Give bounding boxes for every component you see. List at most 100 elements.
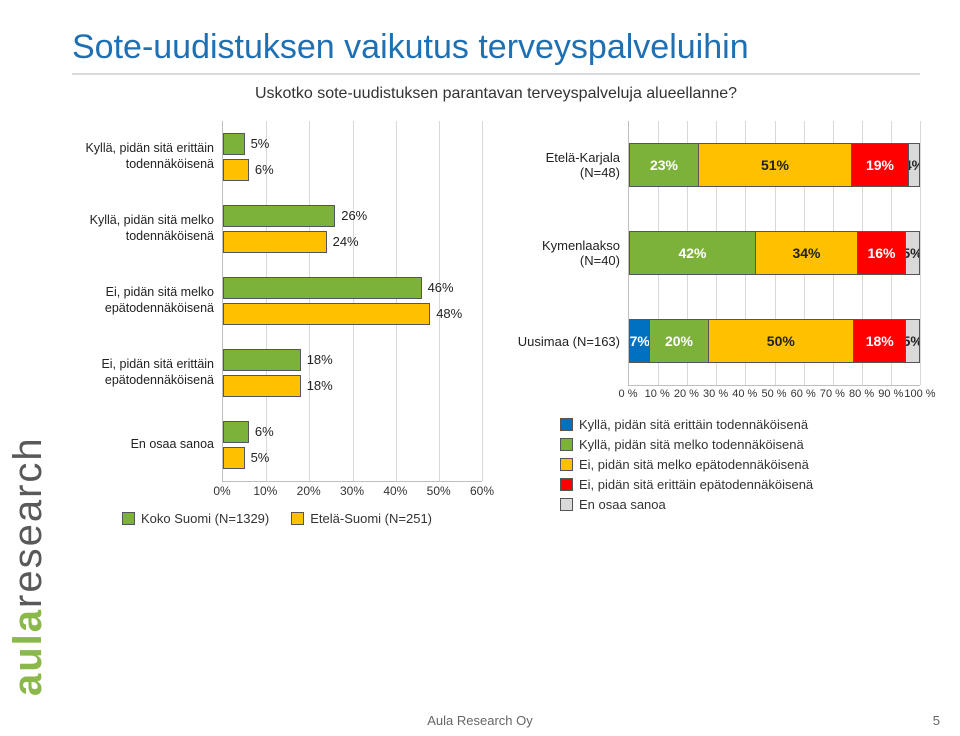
stacked-segment: 50% (708, 319, 854, 363)
legend-item: Koko Suomi (N=1329) (122, 511, 269, 526)
stacked-segment: 7% (629, 319, 649, 363)
hbar-row: Kyllä, pidän sitä melko todennäköisenä26… (72, 193, 482, 265)
legend-item: Kyllä, pidän sitä erittäin todennäköisen… (560, 417, 920, 432)
hbar-category-label: Kyllä, pidän sitä erittäin todennäköisen… (72, 141, 222, 172)
hbar-tick: 20% (297, 484, 321, 498)
stacked-segment: 23% (629, 143, 698, 187)
hbar-tick: 40% (383, 484, 407, 498)
stacked-tick: 100 % (904, 388, 935, 400)
hbar-bar (223, 133, 245, 155)
legend-swatch (291, 512, 304, 525)
hbar-tick: 50% (427, 484, 451, 498)
hbar-tick: 30% (340, 484, 364, 498)
hbar-plot: 46% 48% (222, 265, 482, 337)
hbar-plot: 18% 18% (222, 337, 482, 409)
page-number: 5 (933, 713, 940, 728)
hbar-tick: 0% (213, 484, 230, 498)
legend-swatch (560, 438, 573, 451)
stacked-tick: 80 % (849, 388, 874, 400)
slide: aularesearch Sote-uudistuksen vaikutus t… (0, 0, 960, 736)
hbar-value-label: 48% (436, 306, 462, 321)
hbar-bar (223, 375, 301, 397)
hbar-bar (223, 349, 301, 371)
legend-label: En osaa sanoa (579, 497, 666, 512)
hbar-bar (223, 303, 430, 325)
hbar-bar (223, 231, 327, 253)
stacked-segment: 20% (649, 319, 707, 363)
stacked-row: Kymenlaakso (N=40)42%34%16%5% (510, 209, 920, 297)
hbar-value-label: 24% (333, 234, 359, 249)
stacked-segment: 4% (908, 143, 920, 187)
stacked-segment: 51% (698, 143, 851, 187)
stacked-segment: 34% (755, 231, 857, 275)
charts-area: Kyllä, pidän sitä erittäin todennäköisen… (72, 121, 920, 526)
stacked-tick: 60 % (791, 388, 816, 400)
page-title: Sote-uudistuksen vaikutus terveyspalvelu… (72, 24, 920, 73)
stacked-plot: 7%20%50%18%5% (628, 297, 920, 385)
side-brand: aularesearch (6, 240, 51, 696)
hbar-bar (223, 205, 335, 227)
legend-item: Kyllä, pidän sitä melko todennäköisenä (560, 437, 920, 452)
stacked-segment: 5% (905, 319, 920, 363)
hbar-row: Ei, pidän sitä erittäin epätodennäköisen… (72, 337, 482, 409)
hbar-legend: Koko Suomi (N=1329) Etelä-Suomi (N=251) (72, 511, 482, 526)
hbar-value-label: 5% (251, 136, 270, 151)
stacked-tick: 20 % (674, 388, 699, 400)
hbar-bar (223, 421, 249, 443)
legend-swatch (560, 418, 573, 431)
side-brand-accent: aula (6, 608, 50, 696)
stacked-x-axis: 0 %10 %20 %30 %40 %50 %60 %70 %80 %90 %1… (628, 385, 920, 405)
legend-label: Ei, pidän sitä erittäin epätodennäköisen… (579, 477, 813, 492)
legend-item: Ei, pidän sitä erittäin epätodennäköisen… (560, 477, 920, 492)
hbar-x-axis: 0%10%20%30%40%50%60% (222, 481, 482, 501)
hbar-row: Kyllä, pidän sitä erittäin todennäköisen… (72, 121, 482, 193)
hbar-row: Ei, pidän sitä melko epätodennäköisenä46… (72, 265, 482, 337)
legend-label: Kyllä, pidän sitä erittäin todennäköisen… (579, 417, 808, 432)
stacked-row: Etelä-Karjala (N=48)23%51%19%4% (510, 121, 920, 209)
legend-item: En osaa sanoa (560, 497, 920, 512)
stacked-segment: 18% (853, 319, 905, 363)
hbar-value-label: 18% (307, 378, 333, 393)
hbar-row: En osaa sanoa6%5% (72, 409, 482, 481)
stacked-tick: 50 % (761, 388, 786, 400)
legend-label: Ei, pidän sitä melko epätodennäköisenä (579, 457, 809, 472)
legend-label: Koko Suomi (N=1329) (141, 511, 269, 526)
stacked-category-label: Etelä-Karjala (N=48) (510, 150, 628, 180)
stacked-plot: 42%34%16%5% (628, 209, 920, 297)
stacked-plot: 23%51%19%4% (628, 121, 920, 209)
stacked-segment: 5% (905, 231, 920, 275)
legend-item: Etelä-Suomi (N=251) (291, 511, 432, 526)
page-subtitle: Uskotko sote-uudistuksen parantavan terv… (72, 85, 920, 103)
hbar-category-label: Ei, pidän sitä erittäin epätodennäköisen… (72, 357, 222, 388)
hbar-value-label: 26% (341, 208, 367, 223)
right-chart: Etelä-Karjala (N=48)23%51%19%4%Kymenlaak… (510, 121, 920, 526)
legend-swatch (560, 498, 573, 511)
hbar-bar (223, 159, 249, 181)
legend-swatch (122, 512, 135, 525)
hbar-plot: 5% 6% (222, 121, 482, 193)
stacked-row: Uusimaa (N=163)7%20%50%18%5% (510, 297, 920, 385)
legend-swatch (560, 458, 573, 471)
legend-label: Kyllä, pidän sitä melko todennäköisenä (579, 437, 804, 452)
footer-text: Aula Research Oy (0, 713, 960, 728)
hbar-value-label: 6% (255, 162, 274, 177)
stacked-legend: Kyllä, pidän sitä erittäin todennäköisen… (560, 417, 920, 512)
stacked-tick: 90 % (878, 388, 903, 400)
hbar-plot: 6%5% (222, 409, 482, 481)
hbar-value-label: 18% (307, 352, 333, 367)
stacked-tick: 30 % (703, 388, 728, 400)
legend-label: Etelä-Suomi (N=251) (310, 511, 432, 526)
stacked-bar: 42%34%16%5% (629, 231, 920, 275)
stacked-tick: 0 % (619, 388, 638, 400)
title-rule (72, 73, 920, 75)
legend-swatch (560, 478, 573, 491)
left-chart: Kyllä, pidän sitä erittäin todennäköisen… (72, 121, 482, 526)
hbar-plot: 26% 24% (222, 193, 482, 265)
legend-item: Ei, pidän sitä melko epätodennäköisenä (560, 457, 920, 472)
stacked-bar: 23%51%19%4% (629, 143, 920, 187)
hbar-value-label: 46% (428, 280, 454, 295)
stacked-tick: 10 % (645, 388, 670, 400)
stacked-category-label: Uusimaa (N=163) (510, 334, 628, 349)
stacked-segment: 19% (851, 143, 908, 187)
hbar-tick: 10% (253, 484, 277, 498)
